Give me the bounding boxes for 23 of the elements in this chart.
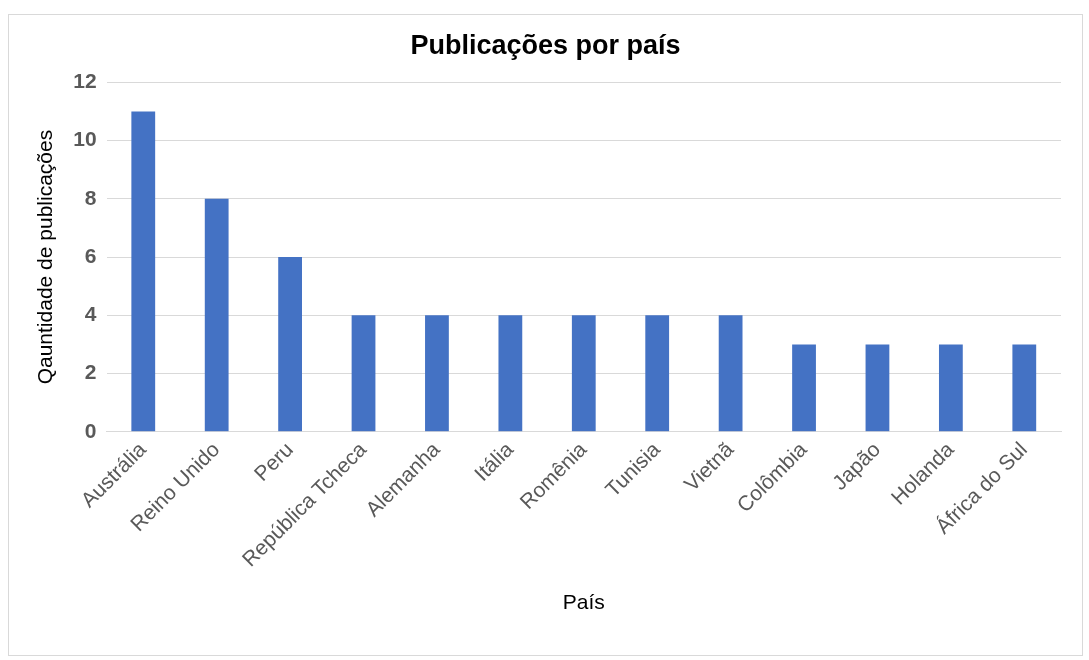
bar — [718, 315, 743, 432]
y-tick-label: 4 — [84, 302, 97, 326]
bar — [131, 111, 156, 432]
bar — [204, 198, 229, 432]
y-tick-label: 2 — [84, 360, 97, 384]
y-tick-label: 12 — [73, 69, 97, 93]
bar — [571, 315, 596, 432]
y-tick-label: 8 — [84, 185, 97, 209]
y-axis-title: Qauntidade de publicações — [33, 129, 57, 385]
bar — [351, 315, 376, 432]
bar — [1012, 344, 1037, 432]
y-tick-label: 0 — [84, 418, 97, 442]
bar — [645, 315, 670, 432]
bar — [865, 344, 890, 432]
bar — [425, 315, 449, 432]
bar — [278, 257, 302, 432]
chart-title: Publicações por país — [410, 29, 681, 60]
bar — [792, 344, 816, 432]
y-tick-label: 10 — [73, 127, 97, 151]
bar — [938, 344, 963, 432]
y-tick-label: 6 — [84, 243, 97, 267]
x-axis-title: País — [562, 590, 605, 614]
bar — [498, 315, 523, 432]
